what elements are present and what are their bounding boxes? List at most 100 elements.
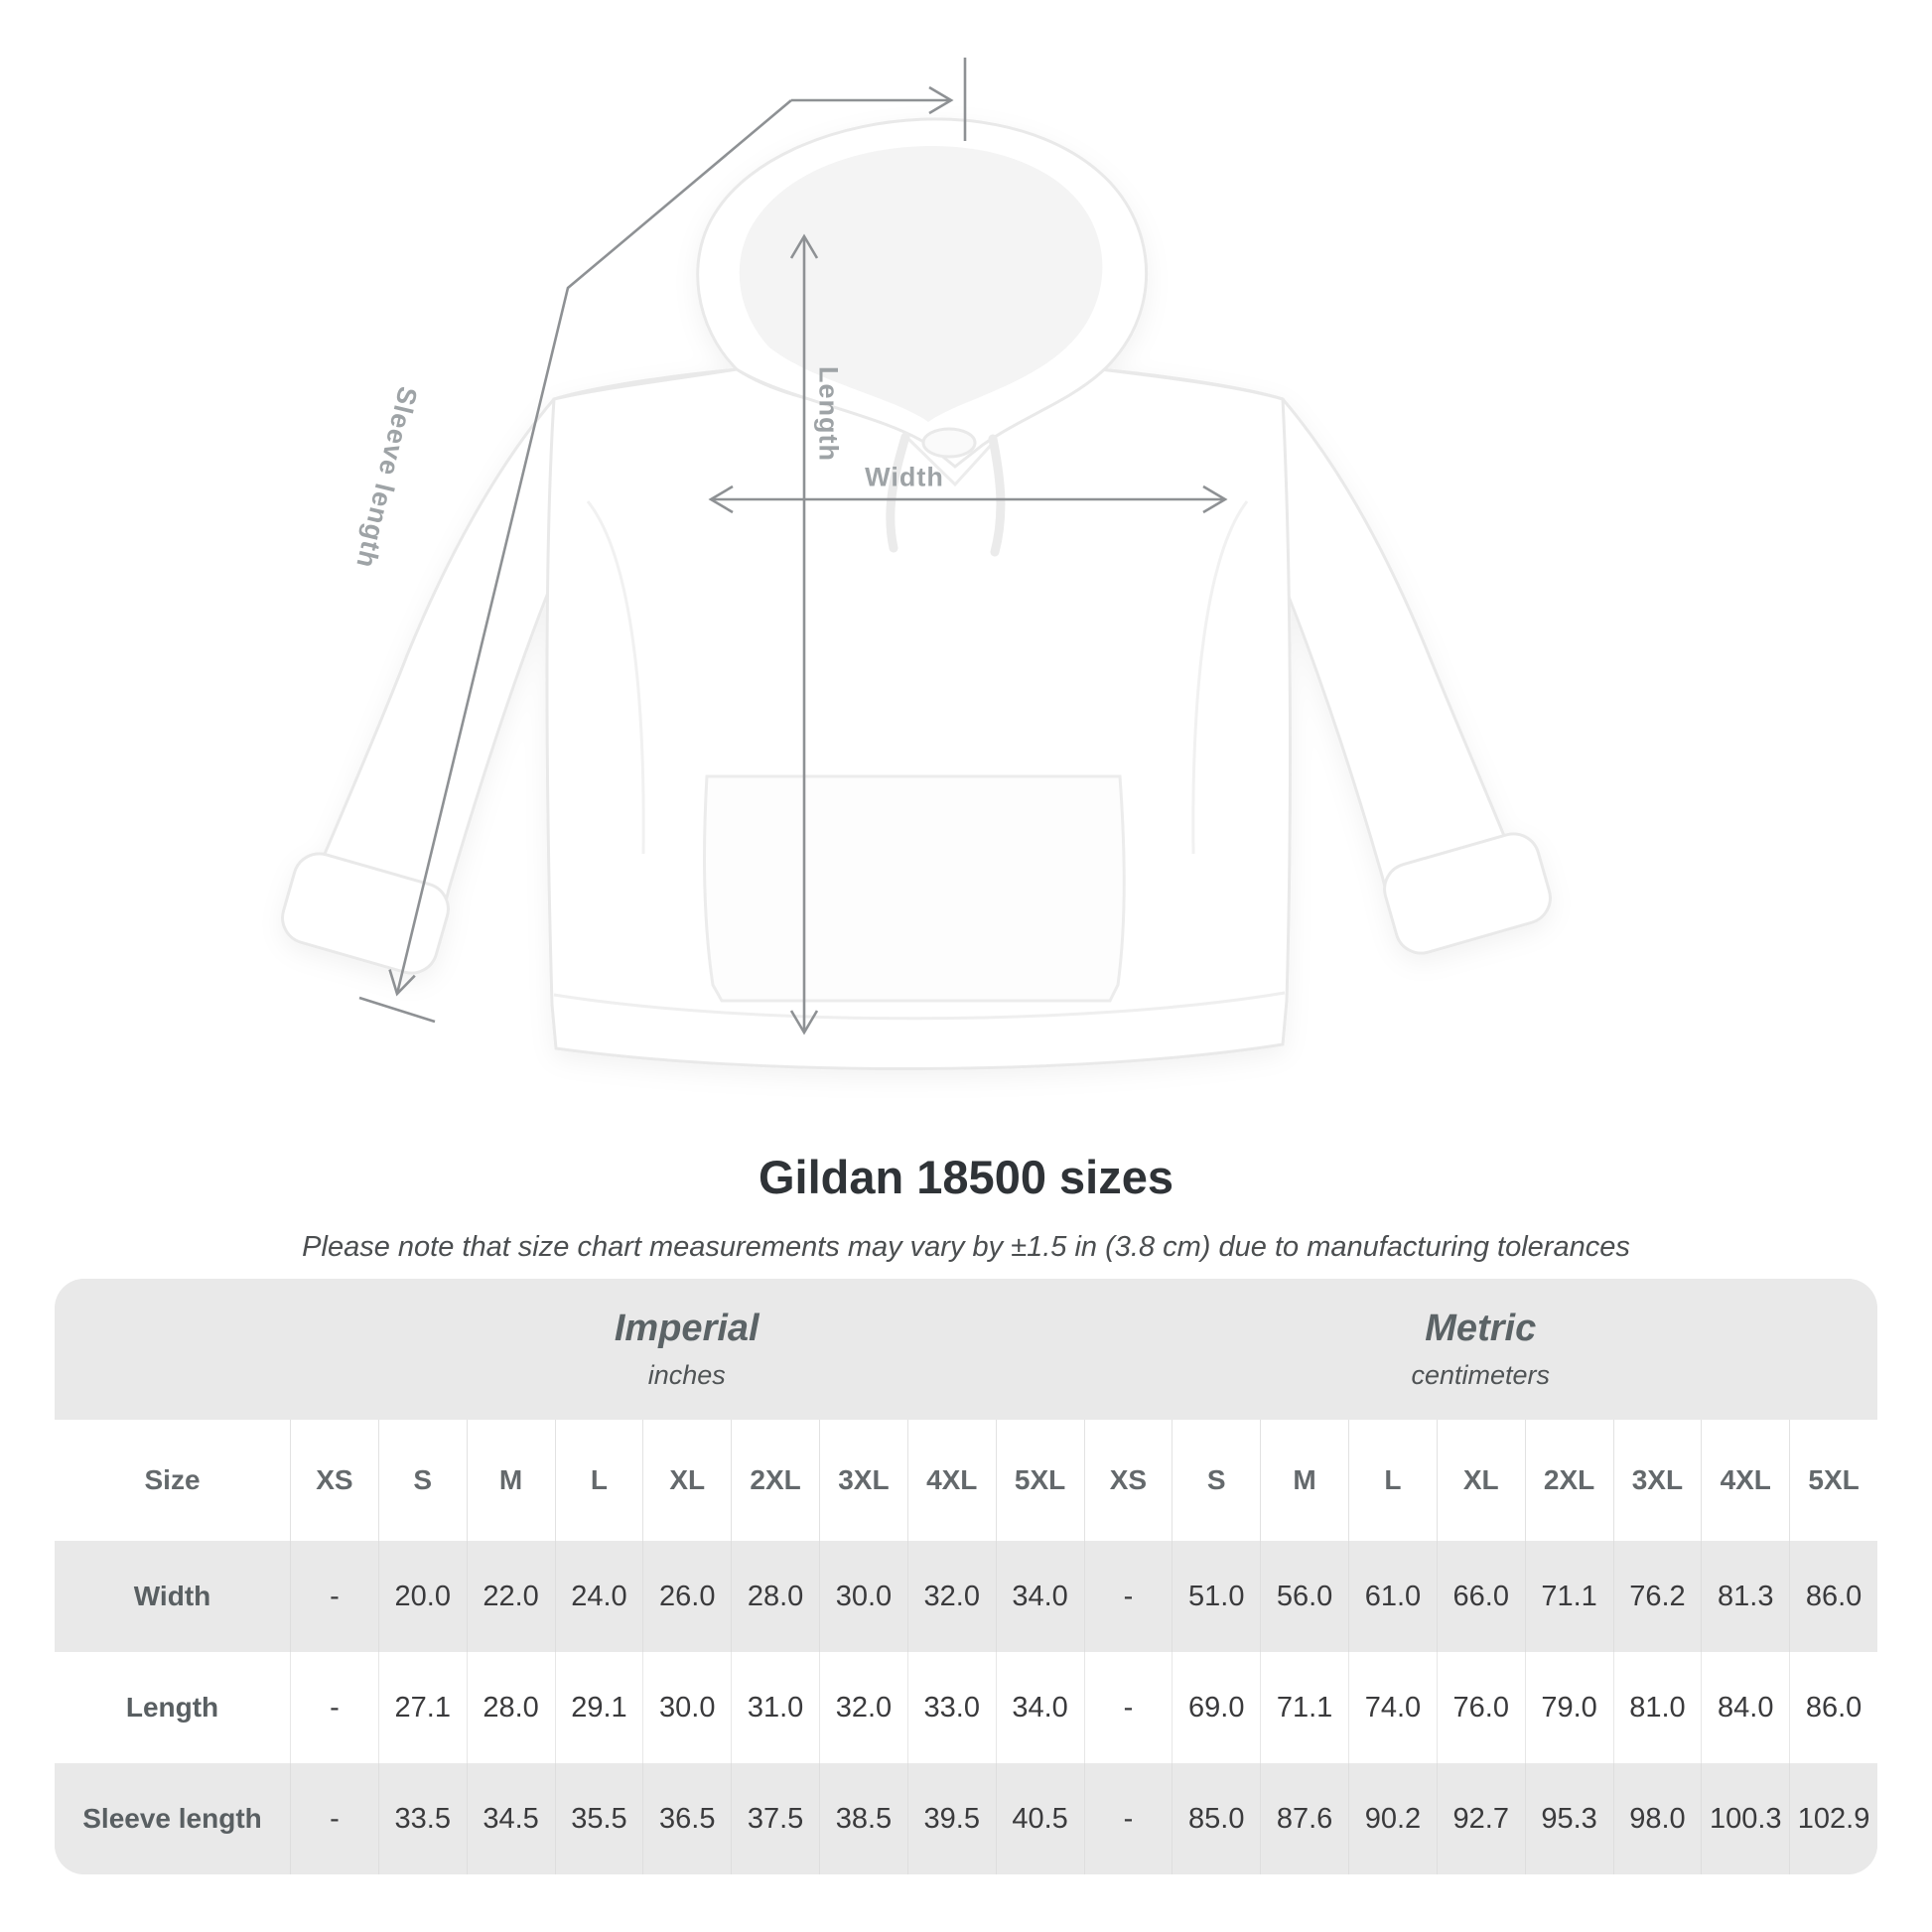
value-cell: -	[290, 1541, 378, 1652]
hoodie-image	[281, 58, 1552, 1070]
value-cell: 33.5	[377, 1763, 467, 1874]
value-cell: 30.0	[642, 1652, 731, 1763]
value-cell: -	[1083, 1652, 1173, 1763]
size-column-header: XL	[1436, 1420, 1525, 1541]
value-cell: 76.2	[1612, 1541, 1702, 1652]
size-table-body: Width -20.0 22.0 24.0 26.0 28.0 30.0 32.0 34.0-5…	[55, 1541, 1877, 1874]
value-cell: 66.0	[1436, 1541, 1525, 1652]
value-cell: 84.0	[1701, 1652, 1789, 1763]
value-cell: -	[290, 1763, 378, 1874]
value-cell: 31.0	[731, 1652, 819, 1763]
value-cell: 29.1	[554, 1652, 643, 1763]
value-cell: 86.0	[1789, 1541, 1877, 1652]
size-column-header: 2XL	[1524, 1420, 1613, 1541]
hoodie-right-armhole-seam	[1191, 500, 1249, 855]
measurement-arrows	[358, 58, 1228, 1035]
value-cell: -	[290, 1652, 378, 1763]
size-column-header: L	[1348, 1420, 1437, 1541]
value-cell: 98.0	[1612, 1763, 1702, 1874]
row-label: Sleeve length	[82, 1803, 262, 1834]
value-cell: 95.3	[1524, 1763, 1613, 1874]
value-cell: 81.3	[1701, 1541, 1789, 1652]
tolerance-note: Please note that size chart measurements…	[302, 1231, 1630, 1263]
size-column-header: 4XL	[906, 1420, 996, 1541]
value-cell: 61.0	[1348, 1541, 1437, 1652]
value-cell: 30.0	[819, 1541, 907, 1652]
value-cell: 71.1	[1524, 1541, 1613, 1652]
size-column-header: 3XL	[819, 1420, 907, 1541]
value-cell: 22.0	[466, 1541, 555, 1652]
hoodie-hem-seam	[553, 991, 1286, 1021]
value-cell: 32.0	[906, 1541, 996, 1652]
sleeve-length-arrow	[358, 58, 967, 1024]
size-column-header: 5XL	[1789, 1420, 1877, 1541]
value-cell: 76.0	[1436, 1652, 1525, 1763]
value-cell: 71.1	[1260, 1652, 1348, 1763]
table-row: Sleeve length -33.5 34.5 35.5 36.5 37.5 38.5 39…	[55, 1763, 1877, 1874]
value-cell: 102.9	[1789, 1763, 1877, 1874]
value-cell: -	[1083, 1763, 1173, 1874]
product-measurement-diagram: Length Width Sleeve length	[281, 58, 1552, 1070]
value-cell: 87.6	[1260, 1763, 1348, 1874]
value-cell: 86.0	[1789, 1652, 1877, 1763]
value-cell: 74.0	[1348, 1652, 1437, 1763]
value-cell: 79.0	[1524, 1652, 1613, 1763]
value-cell: 33.0	[906, 1652, 996, 1763]
row-label: Width	[133, 1581, 211, 1611]
value-cell: 36.5	[642, 1763, 731, 1874]
size-column-header: XS	[290, 1420, 378, 1541]
value-cell: 28.0	[731, 1541, 819, 1652]
size-column-header: S	[1172, 1420, 1260, 1541]
size-column-header: XL	[642, 1420, 731, 1541]
value-cell: 38.5	[819, 1763, 907, 1874]
value-cell: 28.0	[466, 1652, 555, 1763]
table-row: Width -20.0 22.0 24.0 26.0 28.0 30.0 32.0 34.0-5…	[55, 1541, 1877, 1652]
size-table: Imperial inches Metric centimeters Size X…	[55, 1279, 1877, 1874]
page-title: Gildan 18500 sizes	[758, 1151, 1174, 1203]
unit-header-row: Imperial inches Metric centimeters	[55, 1279, 1877, 1420]
value-cell: 85.0	[1172, 1763, 1260, 1874]
hoodie-right-cuff	[1383, 832, 1552, 955]
value-cell: 81.0	[1612, 1652, 1702, 1763]
table-row: Length -27.1 28.0 29.1 30.0 31.0 32.0 33.0 34.0-…	[55, 1652, 1877, 1763]
size-column-header: XS	[1083, 1420, 1173, 1541]
value-cell: 56.0	[1260, 1541, 1348, 1652]
metric-label: Metric	[1425, 1308, 1537, 1349]
value-cell: 32.0	[819, 1652, 907, 1763]
value-cell: 26.0	[642, 1541, 731, 1652]
size-column-header: 2XL	[731, 1420, 819, 1541]
imperial-header: Imperial inches	[290, 1279, 1084, 1420]
value-cell: 92.7	[1436, 1763, 1525, 1874]
hoodie-pocket	[703, 774, 1126, 1003]
value-cell: 34.0	[995, 1541, 1084, 1652]
value-cell: 37.5	[731, 1763, 819, 1874]
value-cell: 34.0	[995, 1652, 1084, 1763]
value-cell: 35.5	[554, 1763, 643, 1874]
value-cell: 20.0	[377, 1541, 467, 1652]
value-cell: 100.3	[1701, 1763, 1789, 1874]
size-column-header: M	[466, 1420, 555, 1541]
value-cell: 27.1	[377, 1652, 467, 1763]
length-measure-label: Length	[813, 366, 844, 462]
row-label: Length	[125, 1692, 219, 1723]
value-cell: -	[1083, 1541, 1173, 1652]
size-column-header: 4XL	[1701, 1420, 1789, 1541]
value-cell: 69.0	[1172, 1652, 1260, 1763]
hoodie-hood-lining	[739, 145, 1103, 423]
hoodie-drawstring-knot	[921, 427, 977, 459]
imperial-label: Imperial	[614, 1308, 759, 1349]
imperial-unit: inches	[647, 1360, 726, 1390]
size-column-header: 5XL	[995, 1420, 1084, 1541]
width-measure-label: Width	[865, 462, 944, 492]
size-column-header: L	[554, 1420, 643, 1541]
value-cell: 39.5	[906, 1763, 996, 1874]
hoodie-left-cuff	[281, 852, 450, 975]
value-cell: 24.0	[554, 1541, 643, 1652]
value-cell: 34.5	[466, 1763, 555, 1874]
hoodie-left-armhole-seam	[586, 500, 645, 855]
value-cell: 51.0	[1172, 1541, 1260, 1652]
value-cell: 90.2	[1348, 1763, 1437, 1874]
size-header-row: Size XS S M L XL 2XL 3XL 4XL 5XL XS S M L XL 2XL 3XL 4XL 5…	[55, 1420, 1877, 1541]
size-column-header: M	[1260, 1420, 1348, 1541]
